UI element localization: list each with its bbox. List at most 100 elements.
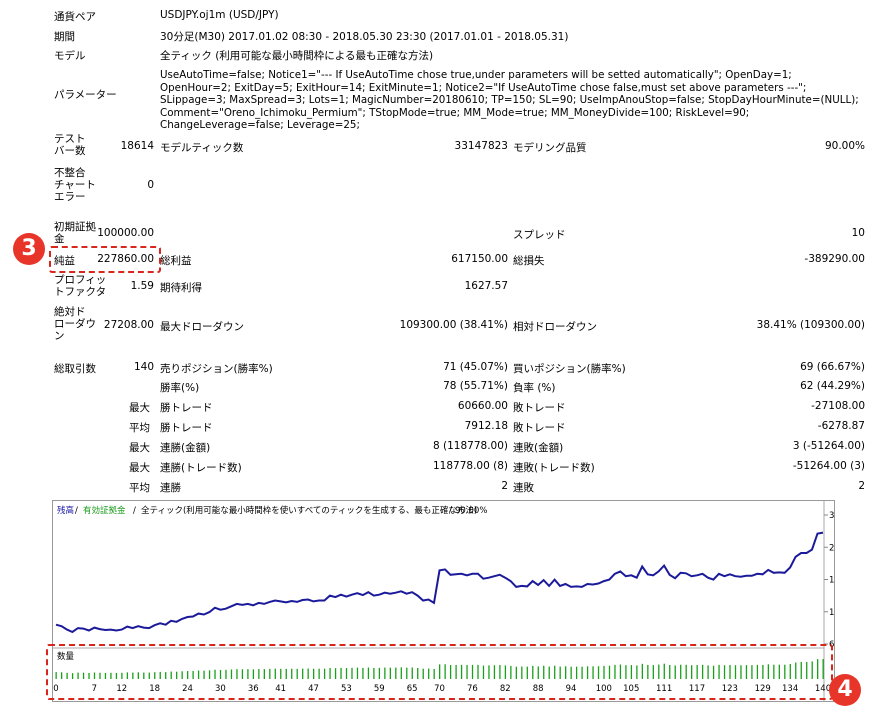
- y-tick-label: 126736: [829, 608, 834, 618]
- x-tick-label: 47: [308, 684, 319, 694]
- loss-pct-label: 負率 (%): [513, 382, 556, 394]
- avg-cons-losses-label: 連敗: [513, 482, 534, 494]
- volume-bar: [132, 672, 134, 679]
- period-label: 期間: [54, 31, 75, 43]
- y-axis-ticks: 32632325979419326512673660207: [824, 511, 861, 650]
- gross-profit-label: 総利益: [160, 255, 192, 267]
- x-tick-label: 94: [566, 684, 577, 694]
- x-tick-label: 53: [341, 684, 352, 694]
- volume-bar: [428, 668, 430, 679]
- volume-bars: [55, 659, 824, 679]
- test-bars-value: 18614: [120, 140, 154, 152]
- volume-bar: [302, 668, 304, 679]
- win-pct-value: 78 (55.71%): [443, 380, 508, 392]
- initial-deposit-label: 初期証拠 金: [54, 221, 96, 245]
- volume-bar: [548, 666, 550, 679]
- spread-label: スプレッド: [513, 229, 566, 241]
- volume-bar: [488, 665, 490, 679]
- volume-bar: [795, 662, 797, 679]
- max-loss-value: -27108.00: [811, 400, 865, 412]
- volume-bar: [154, 672, 156, 679]
- volume-bar: [406, 667, 408, 679]
- params-value: UseAutoTime=false; Notice1="--- If UseAu…: [160, 69, 859, 131]
- volume-bar: [241, 669, 244, 679]
- win-pct-label: 勝率(%): [160, 382, 200, 394]
- volume-bar: [351, 667, 353, 679]
- model-quality-label: モデリング品質: [513, 142, 587, 154]
- volume-bar: [345, 668, 348, 679]
- max-drawdown-value: 109300.00 (38.41%): [399, 319, 508, 331]
- volume-bar: [203, 670, 205, 679]
- gross-loss-value: -389290.00: [804, 253, 865, 265]
- x-tick-label: 134: [782, 684, 798, 694]
- volume-bar: [143, 672, 145, 679]
- volume-bar: [471, 664, 474, 679]
- avg-prefix: 平均: [129, 422, 150, 434]
- volume-bar: [318, 668, 320, 679]
- x-tick-label: 41: [275, 684, 286, 694]
- volume-bar: [674, 665, 676, 679]
- volume-bar: [669, 665, 671, 679]
- volume-bar: [77, 672, 79, 679]
- volume-bar: [411, 667, 413, 679]
- volume-bar: [148, 672, 150, 679]
- volume-bar: [444, 664, 446, 679]
- net-profit-value: 227860.00: [97, 253, 154, 265]
- volume-bar: [641, 663, 644, 679]
- total-trades-value: 140: [133, 361, 154, 373]
- volume-bar: [477, 664, 479, 679]
- net-profit-highlight: [49, 246, 161, 273]
- x-tick-label: 36: [248, 684, 259, 694]
- volume-bar: [93, 672, 96, 679]
- max-cons-loss-value: -51264.00 (3): [792, 460, 865, 472]
- abs-drawdown-value: 27208.00: [103, 319, 154, 331]
- period-value: 30分足(M30) 2017.01.02 08:30 - 2018.05.30 …: [160, 31, 569, 43]
- avg-cons-wins-label: 連勝: [160, 482, 181, 494]
- volume-bar: [691, 665, 693, 679]
- volume-bar: [592, 666, 594, 679]
- avg-win-label: 勝トレード: [160, 422, 213, 434]
- long-positions-value: 69 (66.67%): [800, 361, 865, 373]
- short-positions-value: 71 (45.07%): [443, 361, 508, 373]
- volume-bar: [586, 666, 589, 679]
- volume-bar: [99, 672, 101, 679]
- volume-bar: [110, 672, 112, 679]
- volume-bar: [712, 665, 715, 679]
- rel-drawdown-label: 相対ドローダウン: [513, 321, 597, 333]
- volume-bar: [334, 668, 337, 679]
- volume-bar: [789, 663, 791, 679]
- volume-bar: [608, 665, 611, 679]
- y-tick-label: 193265: [829, 576, 834, 586]
- volume-bar: [230, 669, 233, 679]
- avg-prefix-2: 平均: [129, 482, 150, 494]
- x-tick-label: 70: [434, 684, 445, 694]
- max-prefix-2: 最大: [129, 442, 150, 454]
- short-positions-label: 売りポジション(勝率%): [160, 363, 273, 375]
- volume-bar: [323, 668, 326, 679]
- volume-bar: [619, 664, 622, 679]
- legend-quality: 90.00%: [455, 506, 487, 516]
- avg-win-value: 7912.18: [464, 420, 508, 432]
- volume-bar: [165, 672, 167, 679]
- volume-bar: [532, 665, 534, 679]
- volume-bar: [417, 667, 419, 679]
- gross-loss-label: 総損失: [513, 255, 545, 267]
- mismatch-label: 不整合 チャート エラー: [54, 167, 96, 203]
- y-tick-label: 326323: [829, 511, 834, 521]
- profit-factor-label: プロフィッ トファクタ: [54, 274, 107, 298]
- volume-bar: [652, 665, 654, 679]
- volume-bar: [696, 665, 698, 679]
- volume-bar: [71, 673, 74, 679]
- x-tick-label: 18: [149, 684, 160, 694]
- volume-bar: [575, 666, 578, 679]
- volume-bar: [439, 664, 441, 679]
- volume-bar: [625, 665, 627, 679]
- volume-bar: [115, 672, 118, 679]
- model-ticks-value: 33147823: [454, 140, 508, 152]
- model-ticks-label: モデルティック数: [160, 142, 244, 154]
- volume-bar: [734, 665, 737, 679]
- max-prefix-3: 最大: [129, 462, 150, 474]
- volume-bar: [581, 666, 583, 679]
- volume-bar: [186, 671, 189, 679]
- volume-bar: [718, 664, 720, 679]
